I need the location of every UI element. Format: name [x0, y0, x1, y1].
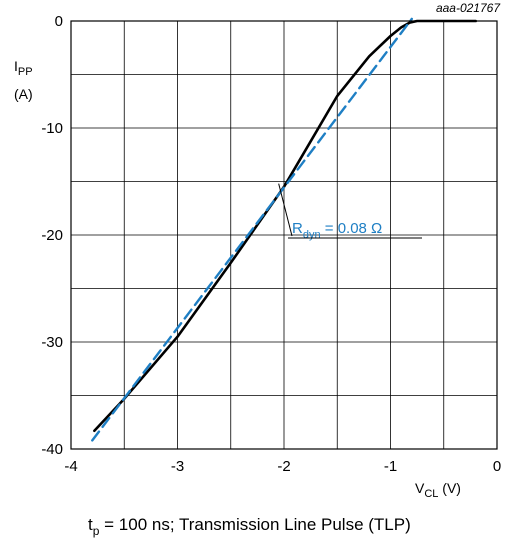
y-tick-label: -30 — [41, 334, 63, 351]
rdyn-main: R — [292, 220, 303, 237]
grid — [71, 21, 497, 449]
rdyn-rest: = 0.08 Ω — [321, 220, 383, 237]
y-axis-label-sub: PP — [18, 66, 33, 78]
y-axis-unit: (A) — [14, 86, 33, 102]
y-axis-label-main: I — [14, 58, 18, 74]
y-tick-label: -40 — [41, 441, 63, 458]
caption-rest: = 100 ns; Transmission Line Pulse (TLP) — [99, 515, 410, 534]
x-axis-label-unit: (V) — [438, 480, 461, 496]
x-tick-label: -2 — [277, 458, 290, 475]
figure-code: aaa-021767 — [436, 1, 501, 15]
x-axis-label-main: V — [415, 480, 425, 496]
x-tick-labels: -4 -3 -2 -1 0 — [64, 458, 501, 475]
caption-sub: p — [93, 524, 100, 538]
x-tick-label: 0 — [493, 458, 501, 475]
annotation-leader — [278, 183, 293, 237]
rdyn-sub: dyn — [303, 229, 321, 241]
caption: tp = 100 ns; Transmission Line Pulse (TL… — [88, 515, 411, 538]
y-tick-labels: 0 -10 -20 -30 -40 — [41, 13, 63, 458]
y-axis-label: IPP — [14, 58, 33, 78]
x-axis-label-sub: CL — [424, 488, 438, 500]
x-tick-label: -4 — [64, 458, 77, 475]
x-tick-label: -1 — [384, 458, 397, 475]
measured-curve — [93, 19, 478, 433]
y-tick-label: -20 — [41, 227, 63, 244]
caption-t: t — [88, 515, 93, 534]
x-axis-label: VCL (V) — [415, 480, 461, 500]
plot-frame — [70, 20, 498, 450]
y-tick-label: -10 — [41, 120, 63, 137]
rdyn-fit-line — [91, 17, 413, 442]
y-tick-label: 0 — [55, 13, 63, 30]
x-tick-label: -3 — [171, 458, 184, 475]
